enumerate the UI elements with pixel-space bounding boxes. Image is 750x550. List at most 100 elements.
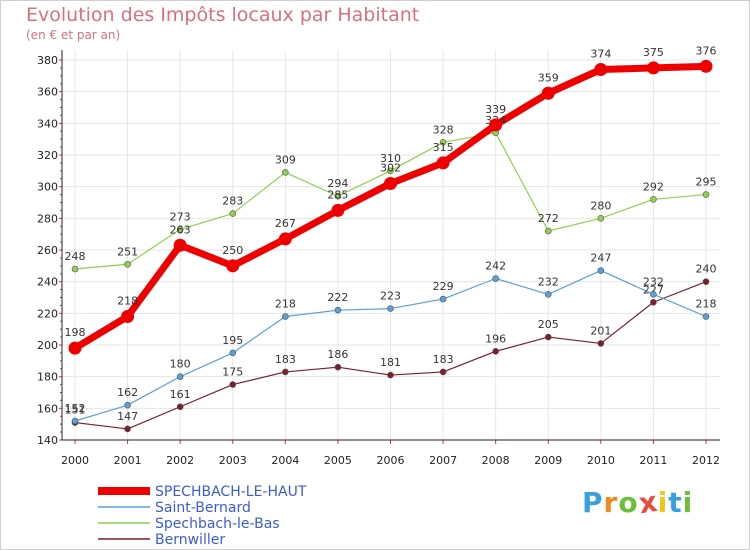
y-tick-label-380: 380	[37, 54, 58, 67]
y-tick-label-340: 340	[37, 117, 58, 130]
data-label-saint-bernard-2002: 180	[170, 358, 191, 371]
x-tick-label-2007: 2007	[429, 454, 457, 467]
data-point-spechbach-le-haut-2012	[699, 59, 713, 73]
x-tick-label-2004: 2004	[271, 454, 299, 467]
data-label-saint-bernard-2006: 223	[380, 290, 401, 303]
data-point-spechbach-le-haut-2006	[384, 177, 397, 190]
data-point-spechbach-le-haut-2009	[541, 86, 555, 100]
data-label-bernwiller-2001: 147	[117, 410, 138, 423]
data-label-spechbach-le-bas-2005: 294	[327, 177, 348, 190]
data-point-spechbach-le-haut-2003	[226, 259, 240, 273]
data-point-spechbach-le-haut-2001	[121, 310, 135, 323]
data-label-spechbach-le-haut-2009: 359	[538, 71, 559, 84]
data-label-spechbach-le-bas-2010: 280	[590, 199, 611, 212]
data-point-spechbach-le-bas-2010	[597, 215, 605, 222]
data-point-spechbach-le-bas-2006	[387, 167, 394, 175]
data-point-saint-bernard-2002	[176, 373, 184, 380]
data-label-bernwiller-2003: 175	[222, 366, 243, 379]
y-tick-label-280: 280	[37, 212, 58, 225]
data-point-spechbach-le-bas-2011	[650, 196, 657, 203]
data-point-spechbach-le-bas-2002	[176, 226, 184, 233]
data-point-spechbach-le-haut-2010	[594, 63, 608, 76]
data-point-spechbach-le-haut-2005	[331, 203, 345, 217]
chart-title: Evolution des Impôts locaux par Habitant	[26, 4, 420, 26]
legend-label-spechbach-le-bas: Spechbach-le-Bas	[155, 516, 280, 532]
data-label-saint-bernard-2008: 242	[485, 260, 506, 273]
data-point-saint-bernard-2008	[492, 275, 499, 282]
data-point-spechbach-le-haut-2008	[489, 118, 503, 132]
data-point-bernwiller-2003	[229, 381, 237, 388]
data-label-saint-bernard-2000: 152	[65, 402, 86, 415]
data-label-bernwiller-2008: 196	[485, 332, 506, 345]
data-point-spechbach-le-bas-2004	[282, 169, 289, 176]
data-point-saint-bernard-2011	[650, 291, 657, 298]
data-point-spechbach-le-bas-2001	[124, 260, 131, 268]
data-point-spechbach-le-bas-2005	[334, 192, 342, 200]
data-label-spechbach-le-bas-2001: 251	[117, 245, 138, 258]
data-label-bernwiller-2000: 151	[65, 404, 86, 417]
data-label-spechbach-le-bas-2009: 272	[538, 212, 559, 225]
x-tick-label-2012: 2012	[692, 454, 720, 467]
data-label-bernwiller-2011: 227	[643, 283, 664, 296]
data-label-spechbach-le-bas-2002: 273	[170, 210, 191, 223]
data-point-saint-bernard-2004	[282, 313, 289, 320]
data-label-bernwiller-2012: 240	[696, 263, 717, 276]
data-label-spechbach-le-haut-2006: 302	[380, 162, 401, 175]
y-tick-label-140: 140	[37, 434, 58, 447]
data-point-spechbach-le-haut-2011	[646, 61, 660, 75]
data-label-saint-bernard-2004: 218	[275, 298, 296, 311]
data-label-spechbach-le-haut-2000: 198	[65, 326, 86, 339]
data-label-spechbach-le-bas-2012: 295	[696, 176, 717, 189]
data-label-bernwiller-2004: 183	[275, 353, 296, 366]
x-tick-label-2000: 2000	[61, 454, 89, 467]
data-point-bernwiller-2005	[334, 363, 342, 371]
data-point-bernwiller-2012	[702, 278, 710, 285]
logo-letter: t	[668, 486, 683, 519]
x-tick-label-2003: 2003	[219, 454, 247, 467]
data-point-spechbach-le-bas-2012	[702, 191, 710, 198]
x-tick-label-2010: 2010	[587, 454, 615, 467]
logo-letter: r	[603, 486, 619, 519]
y-tick-label-160: 160	[37, 402, 58, 415]
data-label-bernwiller-2006: 181	[380, 356, 401, 369]
data-point-saint-bernard-2007	[439, 295, 447, 303]
x-tick-label-2011: 2011	[639, 454, 667, 467]
data-point-bernwiller-2009	[544, 333, 552, 341]
y-tick-label-300: 300	[37, 181, 58, 194]
data-label-spechbach-le-haut-2008: 339	[485, 103, 506, 116]
data-point-saint-bernard-2001	[124, 401, 131, 409]
data-label-spechbach-le-haut-2001: 218	[117, 295, 138, 308]
logo-letter: P	[582, 486, 604, 519]
data-label-bernwiller-2007: 183	[433, 353, 454, 366]
data-label-spechbach-le-haut-2007: 315	[433, 141, 454, 154]
data-point-bernwiller-2001	[124, 425, 131, 433]
y-tick-label-360: 360	[37, 86, 58, 99]
data-point-bernwiller-2004	[282, 368, 289, 376]
data-label-spechbach-le-haut-2012: 376	[696, 44, 717, 57]
data-label-spechbach-le-haut-2004: 267	[275, 217, 296, 230]
legend-label-bernwiller: Bernwiller	[155, 532, 225, 548]
x-tick-label-2002: 2002	[166, 454, 194, 467]
data-point-saint-bernard-2009	[544, 291, 552, 298]
y-tick-label-180: 180	[37, 371, 58, 384]
proxiti-logo: Proxiti	[582, 485, 693, 520]
data-point-bernwiller-2010	[597, 340, 605, 347]
data-point-saint-bernard-2000	[71, 417, 79, 425]
data-label-spechbach-le-bas-2006: 310	[380, 152, 401, 165]
data-label-saint-bernard-2007: 229	[433, 280, 454, 293]
data-point-saint-bernard-2012	[702, 313, 710, 320]
data-point-spechbach-le-bas-2003	[229, 210, 237, 217]
data-label-spechbach-le-bas-2011: 292	[643, 180, 664, 193]
data-label-spechbach-le-bas-2000: 248	[65, 250, 86, 263]
data-label-saint-bernard-2009: 232	[538, 275, 559, 288]
data-label-saint-bernard-2012: 218	[696, 298, 717, 311]
data-point-bernwiller-2011	[650, 298, 657, 306]
data-point-spechbach-le-bas-2000	[71, 265, 79, 273]
x-tick-label-2009: 2009	[534, 454, 562, 467]
data-point-bernwiller-2006	[387, 371, 394, 379]
legend-label-saint-bernard: Saint-Bernard	[155, 500, 251, 516]
data-point-spechbach-le-bas-2007	[439, 139, 447, 146]
data-point-spechbach-le-haut-2004	[278, 232, 292, 246]
data-label-spechbach-le-haut-2003: 250	[222, 244, 243, 257]
